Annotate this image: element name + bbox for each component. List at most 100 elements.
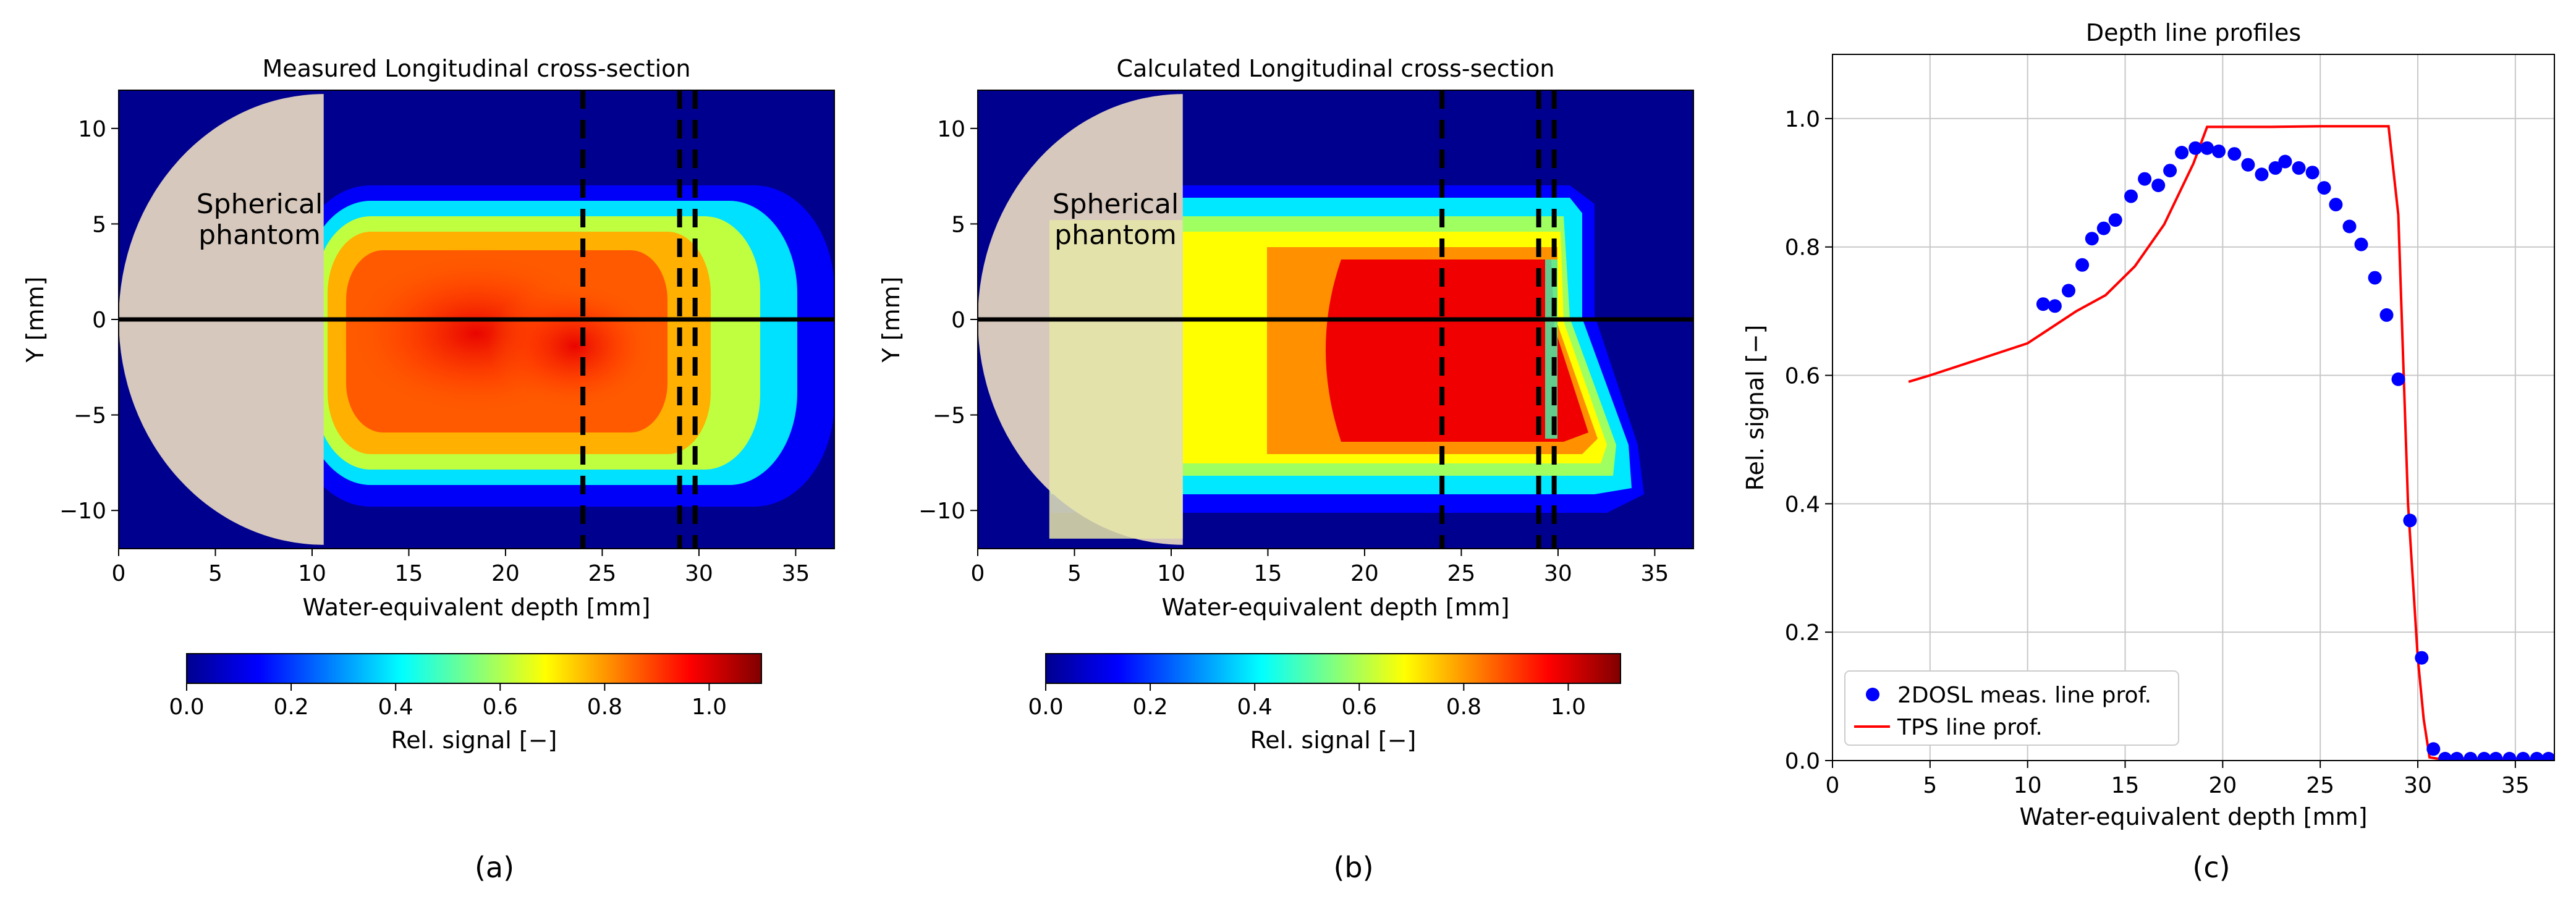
measured-point bbox=[2175, 146, 2189, 159]
panel-b-xtick-label: 35 bbox=[1640, 561, 1669, 586]
panel-b-xtick-label: 30 bbox=[1544, 561, 1572, 586]
panel-b-colorbar-tick-label: 0.2 bbox=[1132, 694, 1167, 720]
measured-point bbox=[2415, 651, 2429, 665]
panel-b-colorbar-gradient bbox=[1045, 653, 1621, 684]
measured-point bbox=[2489, 751, 2503, 761]
panel-b-colorbar-tick-label: 0.6 bbox=[1342, 694, 1377, 720]
panel-c-line-profiles: Depth line profiles 0 5 10 15 20 25 30 35 0.0 0.2… bbox=[1742, 19, 2555, 884]
measured-point bbox=[2075, 258, 2090, 272]
panel-a-xtick-label: 20 bbox=[491, 561, 520, 586]
panel-a-ytick-label: −5 bbox=[74, 403, 106, 429]
panel-b-letter: (b) bbox=[1333, 851, 1373, 884]
panel-b-annotation-line1: Spherical bbox=[1053, 188, 1179, 220]
panel-c-xtick-label: 35 bbox=[2501, 773, 2530, 798]
measured-point bbox=[2438, 751, 2452, 761]
panel-a-colorbar-tick-label: 1.0 bbox=[692, 694, 727, 720]
panel-a-xtick-label: 30 bbox=[685, 561, 713, 586]
measured-point bbox=[2227, 147, 2242, 161]
measured-point bbox=[2278, 154, 2292, 169]
panel-c-frame bbox=[1832, 54, 2555, 761]
panel-b-xtick-label: 5 bbox=[1067, 561, 1082, 586]
measured-point bbox=[2403, 513, 2417, 528]
panel-b-ytick-label: 0 bbox=[951, 308, 965, 333]
measured-point bbox=[2368, 271, 2382, 285]
measured-point bbox=[2502, 751, 2517, 761]
panel-c-ytick-label: 0.6 bbox=[1785, 364, 1820, 389]
panel-b-ylabel: Y [mm] bbox=[878, 277, 905, 363]
measured-point bbox=[2241, 158, 2255, 172]
legend-label-measured: 2DOSL meas. line prof. bbox=[1897, 683, 2151, 708]
measured-point bbox=[2151, 179, 2166, 192]
panel-c-xtick-label: 0 bbox=[1826, 773, 1840, 798]
measured-point bbox=[2342, 219, 2357, 234]
panel-a-dose-map bbox=[290, 185, 834, 507]
panel-c-ytick-label: 0.8 bbox=[1785, 235, 1820, 261]
panel-b-xtick-label: 0 bbox=[971, 561, 985, 586]
panel-b-xtick-label: 10 bbox=[1157, 561, 1185, 586]
panel-c-background bbox=[1832, 54, 2554, 761]
panel-b-axes: 0 5 10 15 20 25 30 35 −10 −5 0 5 10 bbox=[918, 117, 1669, 586]
panel-b-calculated-heatmap: Calculated Longitudinal cross-section Sp… bbox=[878, 55, 1694, 884]
panel-b-xlabel: Water-equivalent depth [mm] bbox=[1162, 594, 1510, 621]
panel-c-ytick-label: 1.0 bbox=[1785, 107, 1820, 132]
panel-b-red-core bbox=[1326, 259, 1588, 442]
panel-c-letter: (c) bbox=[2192, 851, 2230, 884]
panel-a-colorbar-gradient bbox=[186, 653, 762, 684]
measured-point bbox=[2036, 297, 2050, 311]
measured-point bbox=[2048, 299, 2062, 313]
panel-a-ytick-label: −10 bbox=[59, 499, 106, 524]
measured-point bbox=[2426, 742, 2441, 756]
measured-point bbox=[2163, 164, 2177, 178]
panel-a-xtick-label: 0 bbox=[112, 561, 126, 586]
measured-point bbox=[2317, 181, 2331, 195]
panel-b-ytick-label: 10 bbox=[937, 117, 965, 142]
measured-point bbox=[2085, 232, 2099, 246]
measured-point bbox=[2354, 237, 2368, 251]
panel-c-ytick-label: 0.2 bbox=[1785, 620, 1820, 646]
tps-line-profile bbox=[1908, 125, 2554, 760]
panel-b-annotation-line2: phantom bbox=[1054, 219, 1177, 251]
panel-b-colorbar-tick-label: 0.8 bbox=[1446, 694, 1481, 720]
measured-point bbox=[2305, 166, 2320, 180]
panel-a-annotation-line1: Spherical bbox=[197, 188, 323, 220]
panel-c-ytick-label: 0.0 bbox=[1785, 749, 1820, 774]
panel-a-ylabel: Y [mm] bbox=[22, 277, 49, 363]
panel-a-ytick-label: 10 bbox=[78, 117, 106, 142]
measured-point bbox=[2212, 144, 2226, 158]
panel-a-colorbar: 0.0 0.2 0.4 0.6 0.8 1.0 bbox=[169, 653, 762, 720]
panel-b-colorbar-tick-label: 0.4 bbox=[1237, 694, 1273, 720]
panel-c-xtick-label: 5 bbox=[1923, 773, 1937, 798]
measured-point bbox=[2255, 167, 2269, 182]
measured-point bbox=[2188, 141, 2203, 155]
panel-c-xtick-label: 20 bbox=[2208, 773, 2237, 798]
measured-point bbox=[2268, 161, 2282, 175]
panel-a-xtick-label: 25 bbox=[588, 561, 617, 586]
measured-point bbox=[2391, 372, 2405, 386]
panel-c-xtick-label: 25 bbox=[2306, 773, 2334, 798]
panel-c-axes: 0 5 10 15 20 25 30 35 0.0 0.2 0.4 0.6 0.8 1.0 bbox=[1785, 107, 2530, 798]
panel-a-colorbar-tick-label: 0.0 bbox=[169, 694, 204, 720]
panel-b-title: Calculated Longitudinal cross-section bbox=[1117, 55, 1555, 82]
panel-b-colorbar-tick-label: 1.0 bbox=[1551, 694, 1586, 720]
measured-point bbox=[2062, 284, 2075, 298]
panel-c-xlabel: Water-equivalent depth [mm] bbox=[2020, 803, 2368, 830]
measured-point bbox=[2477, 751, 2491, 761]
measured-scatter-points bbox=[2036, 141, 2554, 761]
measured-point bbox=[2138, 172, 2152, 186]
panel-c-ytick-label: 0.4 bbox=[1785, 492, 1820, 517]
panel-b-reference-lines bbox=[978, 90, 1693, 549]
panel-a-axes: 0 5 10 15 20 25 30 35 −10 −5 0 5 10 bbox=[59, 117, 810, 586]
panel-c-xtick-label: 15 bbox=[2111, 773, 2140, 798]
panel-b-xtick-label: 20 bbox=[1350, 561, 1379, 586]
panel-b-xtick-label: 15 bbox=[1254, 561, 1282, 586]
panel-a-xtick-label: 35 bbox=[781, 561, 810, 586]
panel-c-title: Depth line profiles bbox=[2086, 19, 2301, 46]
measured-point bbox=[2450, 751, 2464, 761]
legend-label-tps: TPS line prof. bbox=[1897, 715, 2043, 740]
panel-b-colorbar: 0.0 0.2 0.4 0.6 0.8 1.0 bbox=[1028, 653, 1621, 720]
panel-c-legend: 2DOSL meas. line prof. TPS line prof. bbox=[1844, 670, 2179, 746]
measured-point bbox=[2292, 161, 2306, 175]
panel-a-colorbar-tick-label: 0.4 bbox=[378, 694, 413, 720]
measured-point bbox=[2200, 141, 2214, 155]
